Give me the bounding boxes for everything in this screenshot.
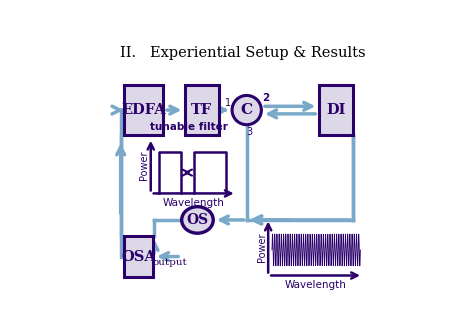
Text: DI: DI xyxy=(326,103,346,117)
Text: EDFA: EDFA xyxy=(121,103,166,117)
Text: Wavelength: Wavelength xyxy=(284,280,346,290)
Text: OS: OS xyxy=(186,213,209,227)
Circle shape xyxy=(232,95,261,125)
FancyBboxPatch shape xyxy=(185,85,219,135)
FancyBboxPatch shape xyxy=(124,236,153,277)
FancyBboxPatch shape xyxy=(319,85,353,135)
Text: Wavelength: Wavelength xyxy=(163,198,225,208)
Text: tunable filter: tunable filter xyxy=(150,122,228,132)
Text: Power: Power xyxy=(257,232,267,262)
Text: C: C xyxy=(241,103,253,117)
Text: output: output xyxy=(152,258,187,267)
Text: II.   Experiential Setup & Results: II. Experiential Setup & Results xyxy=(120,46,366,60)
Text: Power: Power xyxy=(139,151,149,180)
FancyBboxPatch shape xyxy=(124,85,164,135)
Text: 3: 3 xyxy=(246,127,252,137)
Text: 2: 2 xyxy=(263,93,270,103)
Ellipse shape xyxy=(182,207,213,233)
Text: OSA: OSA xyxy=(121,250,156,264)
Text: 1: 1 xyxy=(225,98,231,108)
Text: TF: TF xyxy=(191,103,212,117)
